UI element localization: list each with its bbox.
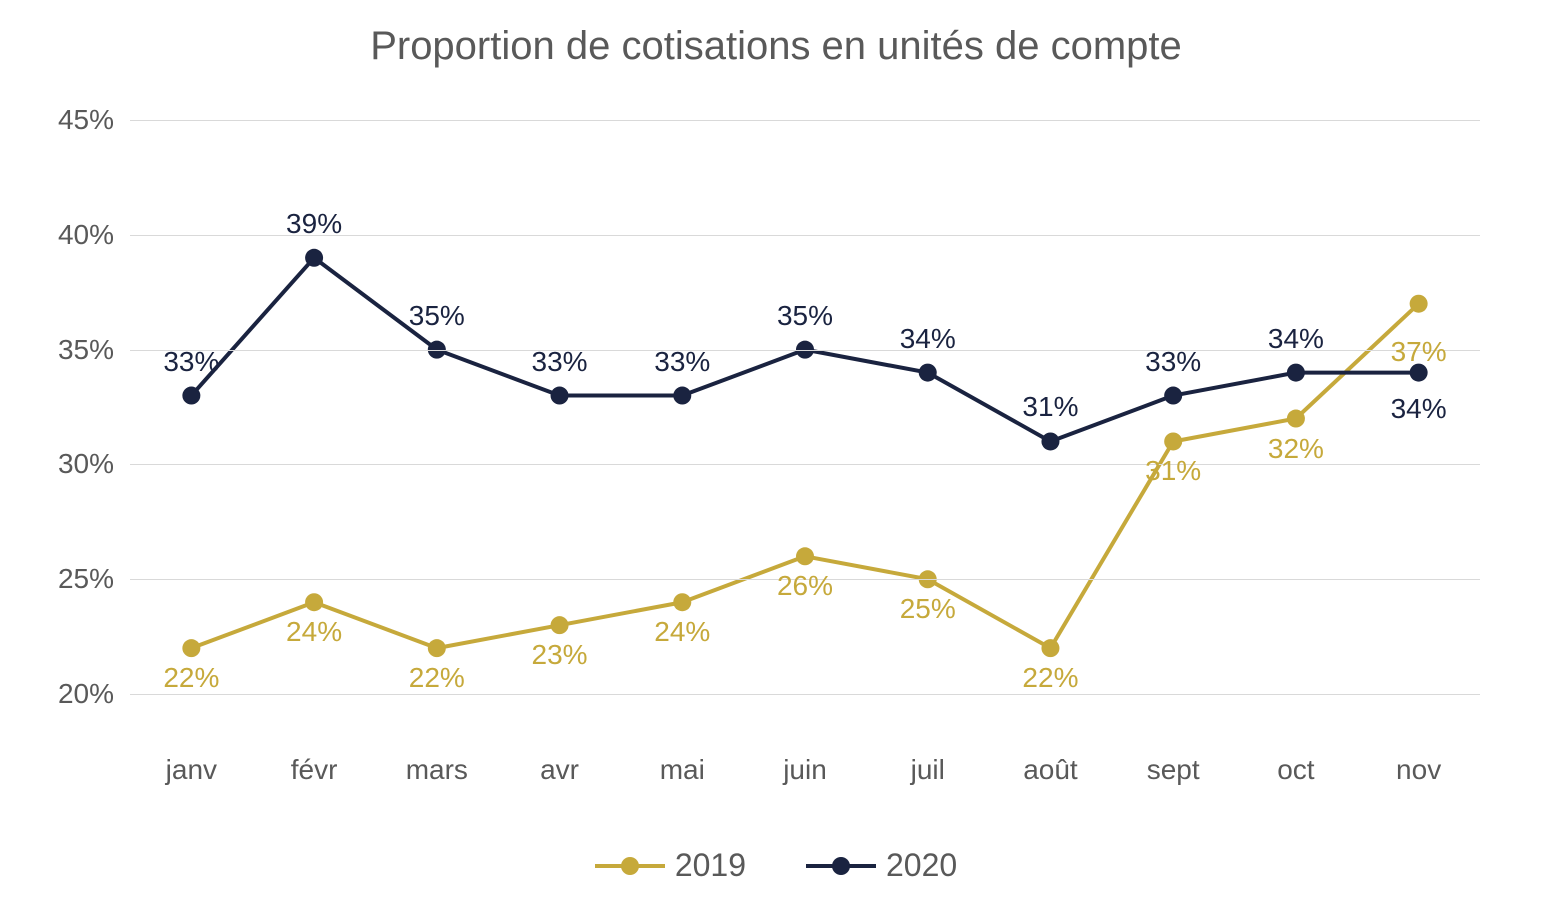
series-marker-2019 [182,639,200,657]
series-marker-2019 [428,639,446,657]
series-marker-2019 [1287,410,1305,428]
legend-label: 2020 [886,847,957,884]
x-axis-label: nov [1396,740,1441,786]
data-label-2019: 22% [163,662,219,694]
series-marker-2020 [1287,364,1305,382]
x-axis-label: févr [291,740,338,786]
data-label-2020: 34% [900,323,956,355]
data-label-2020: 33% [532,346,588,378]
series-marker-2020 [551,387,569,405]
data-label-2019: 26% [777,570,833,602]
x-axis-label: juil [911,740,945,786]
data-label-2020: 33% [163,346,219,378]
data-label-2020: 35% [409,300,465,332]
legend-marker-icon [832,857,850,875]
gridline [130,120,1480,121]
x-axis-label: mars [406,740,468,786]
y-axis-label: 20% [58,678,130,710]
x-axis-label: janv [166,740,217,786]
data-label-2019: 25% [900,593,956,625]
series-marker-2019 [551,616,569,634]
legend-marker-icon [621,857,639,875]
series-marker-2020 [305,249,323,267]
series-marker-2019 [1164,432,1182,450]
legend: 2019 2020 [0,847,1552,884]
data-label-2019: 22% [409,662,465,694]
series-marker-2020 [1164,387,1182,405]
data-label-2020: 34% [1391,393,1447,425]
data-label-2020: 33% [654,346,710,378]
x-axis-label: oct [1277,740,1314,786]
series-marker-2020 [919,364,937,382]
data-label-2020: 35% [777,300,833,332]
x-axis-label: juin [783,740,827,786]
series-marker-2020 [1041,432,1059,450]
series-marker-2020 [673,387,691,405]
chart-title: Proportion de cotisations en unités de c… [0,24,1552,69]
y-axis-label: 25% [58,563,130,595]
series-marker-2020 [182,387,200,405]
series-marker-2019 [673,593,691,611]
x-axis-label: avr [540,740,579,786]
x-axis-label: sept [1147,740,1200,786]
x-axis-label: mai [660,740,705,786]
y-axis-label: 35% [58,334,130,366]
data-label-2020: 39% [286,208,342,240]
legend-item-2020: 2020 [806,847,957,884]
data-label-2019: 23% [532,639,588,671]
y-axis-label: 30% [58,448,130,480]
data-label-2019: 24% [286,616,342,648]
legend-swatch [806,864,876,868]
data-label-2020: 33% [1145,346,1201,378]
legend-swatch [595,864,665,868]
data-label-2019: 32% [1268,433,1324,465]
data-label-2019: 22% [1022,662,1078,694]
y-axis-label: 40% [58,219,130,251]
data-label-2019: 31% [1145,455,1201,487]
x-axis-label: août [1023,740,1078,786]
gridline [130,694,1480,695]
legend-item-2019: 2019 [595,847,746,884]
data-label-2019: 37% [1391,336,1447,368]
legend-label: 2019 [675,847,746,884]
data-label-2020: 34% [1268,323,1324,355]
gridline [130,464,1480,465]
series-marker-2019 [305,593,323,611]
series-marker-2019 [1041,639,1059,657]
data-label-2020: 31% [1022,391,1078,423]
series-marker-2019 [796,547,814,565]
y-axis-label: 45% [58,104,130,136]
series-marker-2019 [1410,295,1428,313]
data-label-2019: 24% [654,616,710,648]
plot-area: 20%25%30%35%40%45%janvfévrmarsavrmaijuin… [130,120,1480,740]
chart-container: Proportion de cotisations en unités de c… [0,0,1552,902]
